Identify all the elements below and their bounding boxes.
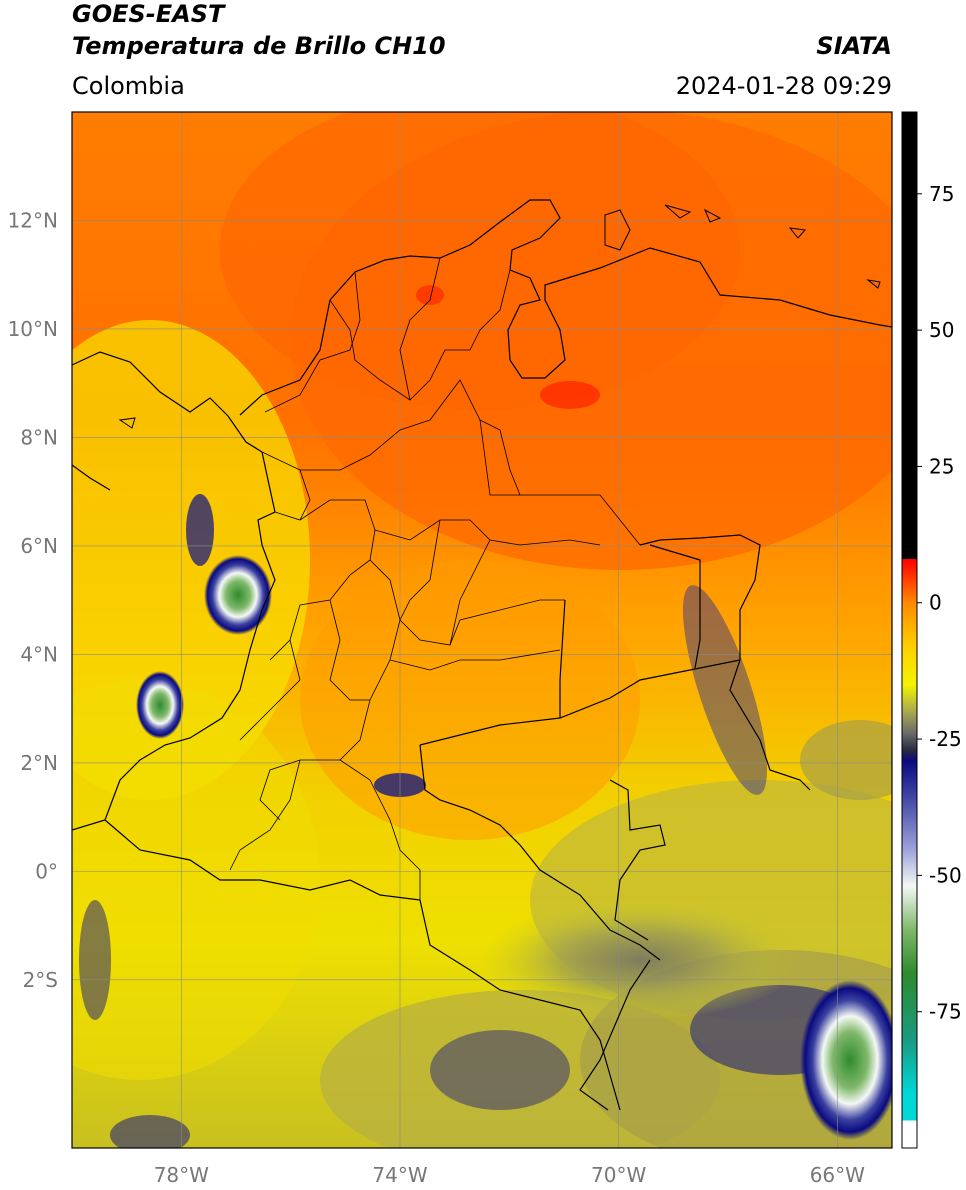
lat-tick-label: 12°N bbox=[8, 208, 58, 232]
colorbar-tick-label: -50 bbox=[929, 863, 962, 887]
lon-tick-label: 66°W bbox=[810, 1163, 865, 1187]
colorbar-tick-label: 25 bbox=[929, 454, 954, 478]
lon-tick-label: 78°W bbox=[154, 1163, 209, 1187]
colorbar-tick-label: 50 bbox=[929, 318, 954, 342]
lat-tick-label: 8°N bbox=[20, 425, 58, 449]
colorbar-tick-label: 0 bbox=[929, 591, 942, 615]
lat-tick-label: 2°S bbox=[23, 968, 58, 992]
lon-tick-label: 74°W bbox=[372, 1163, 427, 1187]
colorbar-gradient bbox=[902, 112, 917, 1148]
colorbar-tick-label: -25 bbox=[929, 727, 962, 751]
satellite-title: GOES-EAST bbox=[72, 0, 225, 28]
map-frame bbox=[71, 111, 893, 1149]
latitude-labels: 12°N 10°N 8°N 6°N 4°N 2°N 0° 2°S bbox=[8, 208, 58, 991]
colorbar bbox=[901, 111, 918, 1149]
lat-tick-label: 6°N bbox=[20, 534, 58, 558]
colorbar-tick-label: 75 bbox=[929, 182, 954, 206]
longitude-labels: 78°W 74°W 70°W 66°W bbox=[154, 1163, 865, 1187]
colorbar-tick-label: -75 bbox=[929, 1000, 962, 1024]
country-borders bbox=[72, 199, 892, 1111]
lat-tick-label: 4°N bbox=[20, 642, 58, 666]
brightness-temperature-field bbox=[72, 112, 892, 1148]
agency-label: SIATA bbox=[816, 32, 892, 60]
lon-tick-label: 70°W bbox=[591, 1163, 646, 1187]
department-boundaries bbox=[229, 257, 641, 900]
product-title: Temperatura de Brillo CH10 bbox=[72, 32, 446, 60]
colorbar-frame bbox=[901, 111, 918, 1149]
colorbar-ticks: 75 50 25 0 -25 -50 -75 bbox=[917, 182, 962, 1024]
lat-tick-label: 2°N bbox=[20, 751, 58, 775]
lat-tick-label: 10°N bbox=[8, 317, 58, 341]
datetime-label: 2024-01-28 09:29 bbox=[675, 72, 892, 100]
lat-tick-label: 0° bbox=[35, 859, 58, 883]
islands-coastline bbox=[118, 204, 881, 429]
region-label: Colombia bbox=[72, 72, 185, 100]
gridlines bbox=[72, 112, 892, 1148]
